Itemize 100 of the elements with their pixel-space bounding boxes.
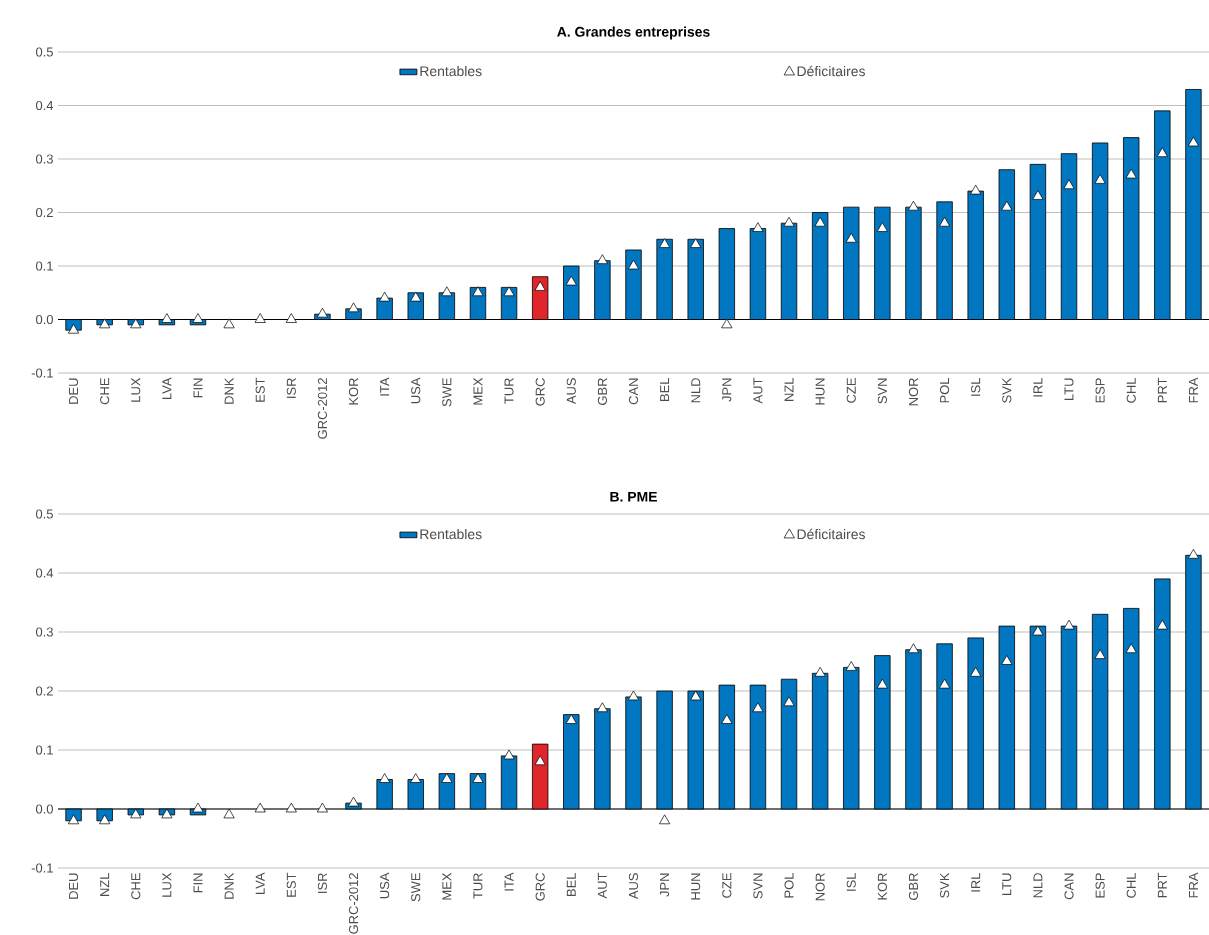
- x-tick-label: GRC: [535, 378, 545, 406]
- point: [68, 814, 80, 825]
- point: [192, 313, 204, 323]
- point: [907, 200, 920, 211]
- x-tick-label: DNK: [224, 872, 234, 899]
- x-tick-label: GBR: [908, 873, 919, 900]
- point: [939, 678, 951, 689]
- x-tick-label: NLD: [691, 378, 701, 403]
- point: [503, 749, 515, 760]
- point: [441, 773, 453, 783]
- x-tick-label: CHE: [100, 378, 110, 405]
- point: [503, 286, 515, 297]
- point: [752, 702, 764, 713]
- point: [254, 313, 266, 323]
- point: [596, 254, 608, 264]
- legend-label: Déficitaires: [797, 65, 865, 77]
- x-tick-label: TUR: [504, 378, 514, 404]
- point: [876, 678, 888, 689]
- y-tick-label: -0.1: [31, 368, 53, 378]
- x-tick-label: TUR: [473, 873, 483, 899]
- point: [721, 714, 733, 724]
- point: [223, 318, 235, 329]
- point: [845, 232, 857, 243]
- x-tick-label: GRC-2012: [348, 873, 359, 934]
- x-tick-label: CAN: [628, 378, 639, 405]
- point: [316, 802, 328, 813]
- point: [379, 291, 391, 302]
- x-tick-label: SVK: [1002, 377, 1012, 403]
- x-tick-label: POL: [784, 872, 794, 898]
- x-tick-label: NLD: [1033, 873, 1043, 898]
- y-tick-label: 0.4: [35, 568, 54, 578]
- x-tick-label: CHL: [1126, 377, 1136, 403]
- point: [659, 238, 671, 248]
- point: [783, 216, 795, 227]
- x-tick-label: FRA: [1188, 872, 1198, 898]
- point: [1156, 619, 1168, 630]
- legend-label: Rentables: [420, 528, 482, 540]
- x-tick-label: ISL: [846, 872, 856, 891]
- y-tick-label: 0.0: [35, 314, 53, 325]
- x-tick-label: CZE: [846, 378, 856, 403]
- x-tick-label: PRT: [1157, 872, 1167, 898]
- x-tick-label: KOR: [877, 873, 887, 900]
- point: [534, 755, 546, 766]
- point: [472, 773, 484, 783]
- x-tick-label: EST: [255, 377, 265, 402]
- x-tick-label: CHE: [131, 873, 141, 900]
- x-tick-label: HUN: [691, 873, 701, 900]
- x-tick-label: AUS: [566, 378, 576, 405]
- point: [1063, 179, 1075, 190]
- chart-title: A. Grandes entreprises: [557, 26, 710, 40]
- x-tick-label: DEU: [69, 378, 79, 404]
- x-tick-label: USA: [380, 872, 390, 899]
- point: [565, 275, 577, 286]
- x-tick-label: ESP: [1095, 378, 1105, 403]
- x-tick-label: MEX: [442, 872, 452, 900]
- x-tick-label: NOR: [815, 873, 825, 901]
- x-tick-label: MEX: [473, 377, 483, 405]
- x-tick-label: SVN: [877, 378, 887, 404]
- point: [1125, 643, 1137, 654]
- point: [1001, 655, 1013, 665]
- x-tick-label: BEL: [566, 872, 576, 896]
- point: [1187, 136, 1199, 147]
- x-tick-label: SVN: [753, 873, 763, 899]
- x-tick-label: JPN: [722, 378, 732, 402]
- x-tick-label: POL: [939, 377, 950, 403]
- x-tick-label: ISR: [317, 873, 327, 893]
- x-tick-label: EST: [286, 872, 296, 897]
- point: [721, 318, 733, 329]
- point: [627, 690, 640, 701]
- point: [1125, 168, 1137, 179]
- point: [1094, 174, 1106, 184]
- x-tick-label: IRL: [1033, 377, 1043, 397]
- point: [534, 281, 546, 291]
- point: [1032, 625, 1044, 636]
- x-tick-label: AUS: [628, 873, 639, 900]
- x-tick-label: LVA: [162, 377, 172, 400]
- point: [907, 643, 920, 654]
- x-tick-label: FRA: [1188, 377, 1198, 403]
- point: [379, 773, 391, 783]
- y-tick-label: 0.0: [35, 804, 53, 814]
- point: [161, 313, 173, 323]
- point: [1156, 147, 1168, 157]
- point: [845, 661, 857, 671]
- x-tick-label: ESP: [1095, 873, 1105, 898]
- x-tick-label: CZE: [722, 873, 732, 898]
- x-tick-label: ITA: [380, 377, 390, 396]
- x-tick-label: SWE: [442, 378, 452, 407]
- x-tick-label: PRT: [1157, 377, 1167, 403]
- point: [68, 323, 80, 334]
- point: [410, 773, 422, 783]
- x-tick-label: DNK: [224, 377, 234, 404]
- point: [254, 802, 266, 813]
- point: [783, 696, 795, 707]
- x-tick-label: SVK: [939, 872, 950, 898]
- x-tick-label: ISR: [286, 378, 296, 398]
- x-tick-label: FIN: [193, 378, 203, 398]
- point: [752, 222, 764, 232]
- point: [690, 690, 702, 701]
- point: [347, 302, 360, 313]
- point: [970, 184, 982, 195]
